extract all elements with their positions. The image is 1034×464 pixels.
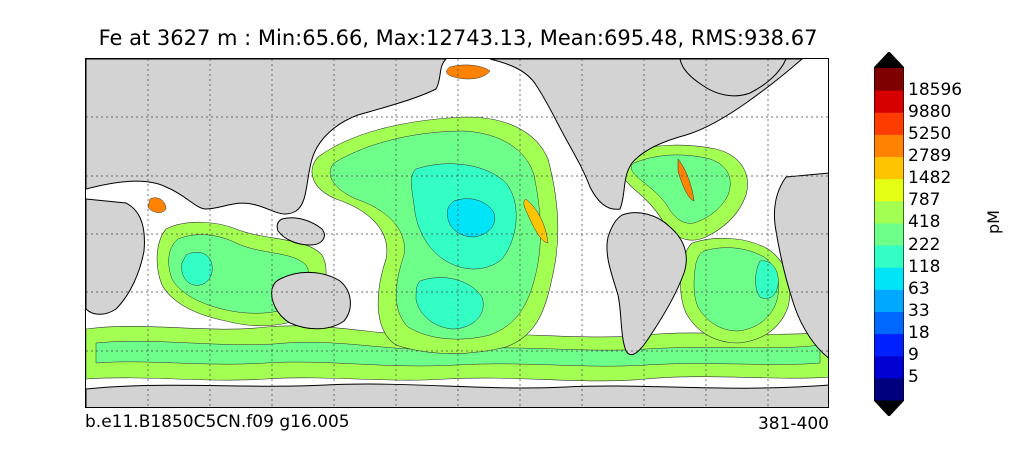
arctic-hotspot [446, 64, 491, 80]
colorbar-segment [874, 311, 904, 335]
antarctica-landmass [86, 383, 828, 407]
years-label: 381-400 [757, 414, 829, 434]
colorbar-tick-label: 1482 [908, 168, 952, 189]
north-america-landmass [489, 59, 803, 210]
colorbar-segment [874, 156, 904, 180]
colorbar-segment [874, 245, 904, 268]
africa-west-landmass [86, 198, 145, 315]
colorbar-segment [874, 289, 904, 312]
colorbar-segment [874, 267, 904, 290]
south-atlantic-cyan-green [755, 260, 779, 299]
colorbar-tick-label: 63 [908, 278, 930, 299]
colorbar-tick-label: 18 [908, 323, 930, 344]
map-title: Fe at 3627 m : Min:65.66, Max:12743.13, … [98, 26, 818, 50]
colorbar-segment [874, 222, 904, 246]
south-pacific-cyan-green [415, 277, 484, 330]
colorbar-segment [874, 355, 904, 379]
colorbar-tick-label: 5250 [908, 123, 952, 144]
colorbar-tick-label: 787 [908, 190, 941, 211]
colorbar-tick-label: 2789 [908, 146, 952, 167]
colorbar-tick-label: 18596 [908, 79, 963, 100]
colorbar-segment [874, 68, 904, 91]
colorbar-segment [874, 178, 904, 202]
map-canvas [86, 59, 828, 407]
north-atlantic-green [631, 154, 731, 224]
colorbar-tick-label: 5 [908, 367, 919, 388]
indian-ocean-cyan-green [181, 252, 213, 286]
colorbar-unit-label: pM [984, 210, 1003, 234]
pacific-ocean-cyan [447, 198, 496, 238]
maritime-continent [276, 217, 325, 246]
west-atlantic-margin [677, 158, 695, 202]
ocean-map [85, 58, 829, 408]
greenland-landmass [679, 59, 787, 97]
colorbar [874, 52, 904, 416]
colorbar-segment [874, 90, 904, 113]
colorbar-segment [874, 134, 904, 158]
colorbar-segment [874, 333, 904, 357]
colorbar-labels: 5 9 18 33 63 118 222 418 787 1482 2789 5250 9880 1859… [908, 0, 978, 464]
colorbar-tick-label: 9880 [908, 101, 952, 122]
land-masses [86, 59, 828, 407]
colorbar-segment [874, 112, 904, 135]
colorbar-extend-max [874, 52, 904, 68]
colorbar-tick-label: 118 [908, 256, 941, 277]
colorbar-extend-min [874, 400, 904, 416]
colorbar-tick-label: 9 [908, 345, 919, 366]
colorbar-tick-label: 222 [908, 234, 941, 255]
australia-landmass [271, 271, 351, 330]
case-name-label: b.e11.B1850C5CN.f09 g16.005 [85, 412, 350, 432]
colorbar-tick-label: 418 [908, 212, 941, 233]
colorbar-segment [874, 200, 904, 224]
eurasia-landmass [86, 59, 447, 215]
colorbar-segment [874, 377, 904, 401]
south-america-landmass [606, 212, 687, 356]
indian-margin [147, 197, 167, 213]
colorbar-tick-label: 33 [908, 300, 930, 321]
africa-landmass [773, 172, 828, 359]
graticule [86, 59, 828, 407]
